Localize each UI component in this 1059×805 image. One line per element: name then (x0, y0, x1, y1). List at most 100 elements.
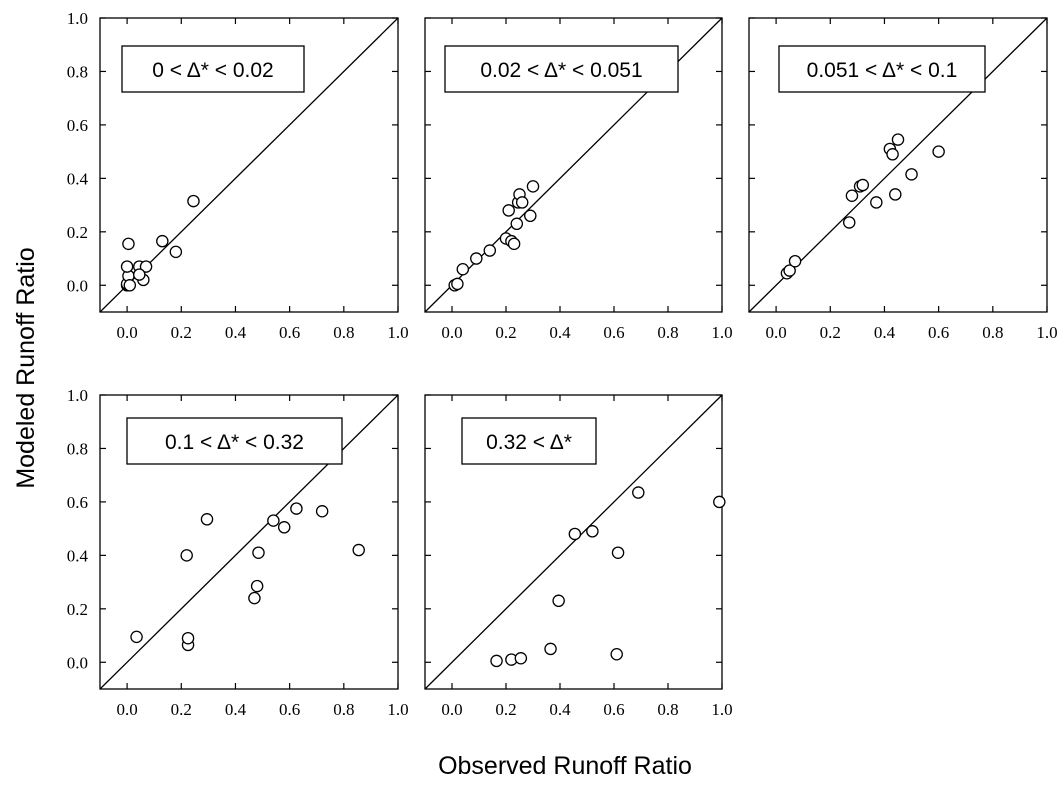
x-tick-label: 0.4 (225, 700, 247, 719)
x-tick-label: 0.6 (603, 323, 624, 342)
x-tick-label: 0.8 (657, 323, 678, 342)
x-tick-label: 0.8 (657, 700, 678, 719)
data-point (139, 260, 153, 273)
y-tick-label: 0.2 (67, 600, 88, 619)
panel-1: 0.0 0.2 0.4 0.6 0.8 1.0 0.0 0.2 0.4 0.6 0.8 1.0 0 < … (67, 9, 409, 342)
data-point (180, 549, 193, 562)
x-tick-label: 0.8 (982, 323, 1003, 342)
data-point (507, 237, 521, 251)
one-to-one-line (99, 394, 399, 690)
data-point (524, 209, 537, 223)
data-point (277, 521, 291, 534)
data-point (200, 513, 214, 526)
plot-frame (748, 17, 1048, 313)
x-tick-label: 0.2 (495, 700, 516, 719)
data-point (483, 244, 497, 257)
data-point (632, 486, 645, 499)
range-label-box (778, 45, 986, 93)
x-tick-label: 0.0 (441, 323, 462, 342)
data-point (526, 180, 540, 193)
data-point (889, 188, 902, 201)
range-label-box (121, 45, 305, 93)
panel-5: 0.0 0.2 0.4 0.6 0.8 1.0 0.32 < Δ* (424, 394, 733, 719)
y-tick-label: 0.4 (67, 169, 89, 188)
data-point (905, 168, 918, 181)
data-point (870, 196, 883, 209)
plot-frame (424, 17, 723, 313)
x-tick-label: 0.0 (441, 700, 462, 719)
data-point (515, 196, 529, 209)
x-tick-label: 0.4 (549, 700, 571, 719)
y-tick-label: 0.2 (67, 223, 88, 242)
x-axis-title: Observed Runoff Ratio (438, 752, 692, 780)
y-tick-label: 0.8 (67, 439, 88, 458)
x-tick-label: 0.4 (874, 323, 896, 342)
data-point (451, 277, 464, 291)
data-point (130, 630, 143, 644)
data-point (267, 514, 280, 527)
data-point (248, 591, 261, 605)
data-point (568, 527, 582, 541)
plot-frame (99, 17, 399, 313)
x-tick-label: 1.0 (387, 700, 408, 719)
data-point (123, 279, 137, 292)
data-point (133, 268, 146, 281)
x-tick-label: 0.6 (603, 700, 624, 719)
x-tick-label: 0.2 (171, 700, 192, 719)
data-point (122, 237, 135, 251)
data-point (252, 546, 265, 559)
data-point (713, 495, 726, 509)
range-label: 0.1 < Δ* < 0.32 (165, 431, 304, 454)
one-to-one-line (424, 394, 723, 690)
range-label-box (461, 417, 597, 465)
y-axis-title: Modeled Runoff Ratio (12, 247, 40, 488)
x-tick-label: 0.0 (765, 323, 786, 342)
x-tick-label: 0.6 (279, 323, 300, 342)
x-tick-label: 0.8 (333, 323, 354, 342)
panels: 0.0 0.2 0.4 0.6 0.8 1.0 0.0 0.2 0.4 0.6 0.8 1.0 0 < … (67, 9, 1058, 719)
range-label: 0.32 < Δ* (486, 431, 572, 454)
data-point (788, 254, 802, 268)
data-point (290, 502, 303, 515)
data-point (845, 189, 859, 202)
x-tick-label: 0.8 (333, 700, 354, 719)
range-label: 0 < Δ* < 0.02 (152, 59, 273, 82)
y-tick-label: 0.6 (67, 116, 88, 135)
panel-2: 0.0 0.2 0.4 0.6 0.8 1.0 0.02 < Δ* < 0.051 (424, 17, 733, 342)
y-tick-label: 0.6 (67, 493, 88, 512)
x-tick-label: 0.2 (171, 323, 192, 342)
data-point (250, 579, 264, 593)
panel-3: 0.0 0.2 0.4 0.6 0.8 1.0 0.051 < Δ* < 0.1 (748, 17, 1058, 342)
x-tick-label: 0.6 (928, 323, 949, 342)
x-tick-label: 0.2 (820, 323, 841, 342)
data-point (169, 245, 183, 259)
data-point (891, 133, 905, 146)
range-label-box (444, 45, 679, 93)
data-point (490, 654, 503, 668)
x-tick-label: 1.0 (1036, 323, 1057, 342)
data-point (552, 594, 565, 608)
data-point (611, 546, 625, 559)
plot-frame (99, 394, 399, 690)
data-point (470, 252, 483, 265)
data-point (544, 642, 557, 656)
x-tick-label: 0.0 (116, 323, 137, 342)
data-point (856, 178, 870, 192)
data-point (352, 543, 365, 557)
plot-frame (424, 394, 723, 690)
data-point (120, 260, 134, 273)
data-point (842, 216, 856, 229)
data-point (502, 204, 515, 217)
y-tick-label: 0.0 (67, 653, 88, 672)
data-point (315, 505, 329, 518)
range-label: 0.02 < Δ* < 0.051 (480, 59, 642, 82)
y-tick-label: 0.8 (67, 62, 88, 81)
data-point (886, 148, 899, 161)
panel-4: 0.0 0.2 0.4 0.6 0.8 1.0 0.0 0.2 0.4 0.6 0.8 1.0 0.1 … (67, 386, 409, 719)
x-tick-label: 1.0 (711, 323, 732, 342)
x-tick-label: 0.4 (225, 323, 247, 342)
x-tick-label: 0.2 (495, 323, 516, 342)
data-point (156, 234, 169, 248)
y-tick-label: 0.0 (67, 276, 88, 295)
